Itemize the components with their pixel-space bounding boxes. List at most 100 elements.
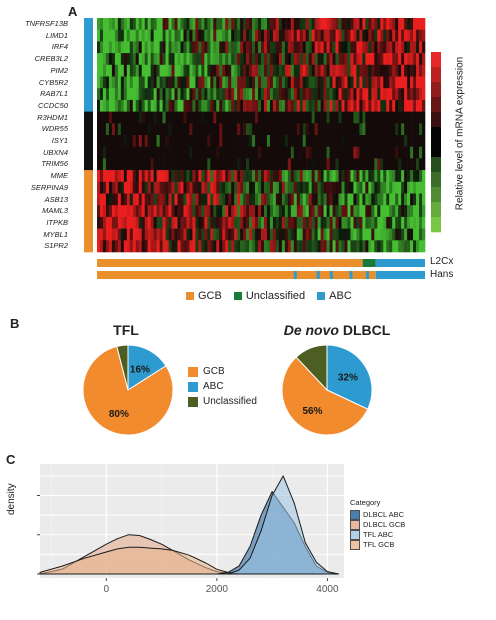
heatmap-cell — [174, 170, 178, 183]
heatmap-cell — [246, 88, 250, 101]
heatmap-cell — [371, 41, 375, 54]
heatmap-cell — [174, 76, 178, 89]
heatmap-cell — [165, 181, 169, 194]
heatmap-cell — [311, 170, 315, 183]
heatmap-cell — [201, 64, 205, 77]
heatmap-cell — [266, 181, 271, 194]
heatmap-cell — [302, 193, 307, 206]
heatmap-cell — [225, 29, 229, 42]
heatmap-cell — [231, 240, 235, 253]
heatmap-cell — [198, 146, 202, 159]
heatmap-cell — [311, 205, 315, 218]
heatmap-cell — [135, 146, 140, 159]
heatmap-cell — [410, 228, 414, 241]
heatmap-cell — [284, 146, 289, 159]
heatmap-cell — [290, 216, 295, 229]
heatmap-cell — [287, 123, 292, 136]
heatmap-cell — [368, 135, 372, 147]
heatmap-cell — [231, 193, 235, 206]
heatmap-cell — [126, 146, 131, 159]
heatmap-cell — [108, 41, 113, 54]
heatmap-cell — [114, 135, 119, 147]
heatmap-cell — [356, 240, 360, 253]
heatmap-cell — [111, 99, 116, 112]
heatmap-cell — [210, 18, 214, 30]
heatmap-cell — [174, 228, 178, 241]
heatmap-cell — [338, 18, 342, 30]
heatmap-cell — [195, 146, 199, 159]
heatmap-cell — [386, 205, 390, 218]
heatmap-cell — [162, 240, 166, 253]
heatmap-cell — [362, 193, 366, 206]
heatmap-cell — [329, 18, 333, 30]
heatmap-cell — [255, 41, 259, 54]
heatmap-cell — [380, 146, 384, 159]
heatmap-cell — [102, 146, 107, 159]
heatmap-cell — [269, 135, 274, 147]
heatmap-cell — [234, 29, 238, 42]
heatmap-cell — [335, 240, 339, 253]
heatmap-cell — [150, 53, 154, 66]
heatmap-cell — [144, 158, 148, 171]
heatmap-cell — [249, 216, 253, 229]
heatmap-cell — [162, 170, 166, 183]
heatmap-cell — [135, 135, 140, 147]
heatmap-cell — [97, 41, 101, 54]
heatmap-cell — [99, 18, 104, 30]
heatmap-cell — [243, 29, 247, 42]
heatmap-cell — [246, 18, 250, 30]
heatmap-cell — [228, 18, 232, 30]
heatmap-cell — [201, 53, 205, 66]
heatmap-cell — [344, 170, 348, 183]
heatmap-cell — [246, 158, 250, 171]
heatmap-cell — [186, 170, 190, 183]
heatmap-cell — [353, 88, 357, 101]
heatmap-cell — [287, 205, 292, 218]
heatmap-cell — [266, 205, 271, 218]
heatmap-cell — [281, 64, 286, 77]
heatmap-cell — [162, 193, 166, 206]
heatmap-cell — [395, 99, 399, 112]
heatmap-cell — [129, 76, 134, 89]
heatmap-cell — [207, 99, 211, 112]
heatmap-cell — [416, 228, 420, 241]
heatmap-cell — [201, 216, 205, 229]
heatmap-cell — [138, 88, 143, 101]
heatmap-cell — [290, 18, 295, 30]
heatmap-cell — [153, 158, 157, 171]
heatmap-cell — [365, 111, 369, 124]
heatmap-cell — [183, 181, 187, 194]
density-legend-label: TFL GCB — [363, 540, 395, 549]
heatmap-cell — [419, 99, 423, 112]
heatmap-cell — [320, 29, 324, 42]
heatmap-cell — [258, 240, 262, 253]
heatmap-cell — [231, 228, 235, 241]
heatmap-cell — [383, 170, 387, 183]
heatmap-cell — [162, 41, 166, 54]
heatmap-cell — [243, 64, 247, 77]
heatmap-cell — [314, 99, 318, 112]
heatmap-cell — [377, 53, 381, 66]
heatmap-cell — [326, 158, 330, 171]
heatmap-cell — [225, 228, 229, 241]
heatmap-cell — [147, 18, 151, 30]
heatmap-cell — [362, 170, 366, 183]
heatmap-cell — [168, 205, 172, 218]
heatmap-cell — [314, 216, 318, 229]
heatmap-cell — [162, 123, 166, 136]
heatmap-cell — [296, 181, 301, 194]
heatmap-cell — [335, 99, 339, 112]
heatmap-cell — [413, 123, 417, 136]
heatmap-cell — [371, 123, 375, 136]
heatmap-cell — [192, 181, 196, 194]
heatmap-cell — [350, 99, 354, 112]
heatmap-cell — [377, 205, 381, 218]
heatmap-cell — [278, 29, 283, 42]
heatmap-cell — [332, 181, 336, 194]
heatmap-cell — [174, 216, 178, 229]
heatmap-cell — [344, 205, 348, 218]
gene-group-bar — [84, 205, 93, 218]
heatmap-cell — [362, 76, 366, 89]
heatmap-cell — [243, 158, 247, 171]
heatmap-cell — [228, 216, 232, 229]
